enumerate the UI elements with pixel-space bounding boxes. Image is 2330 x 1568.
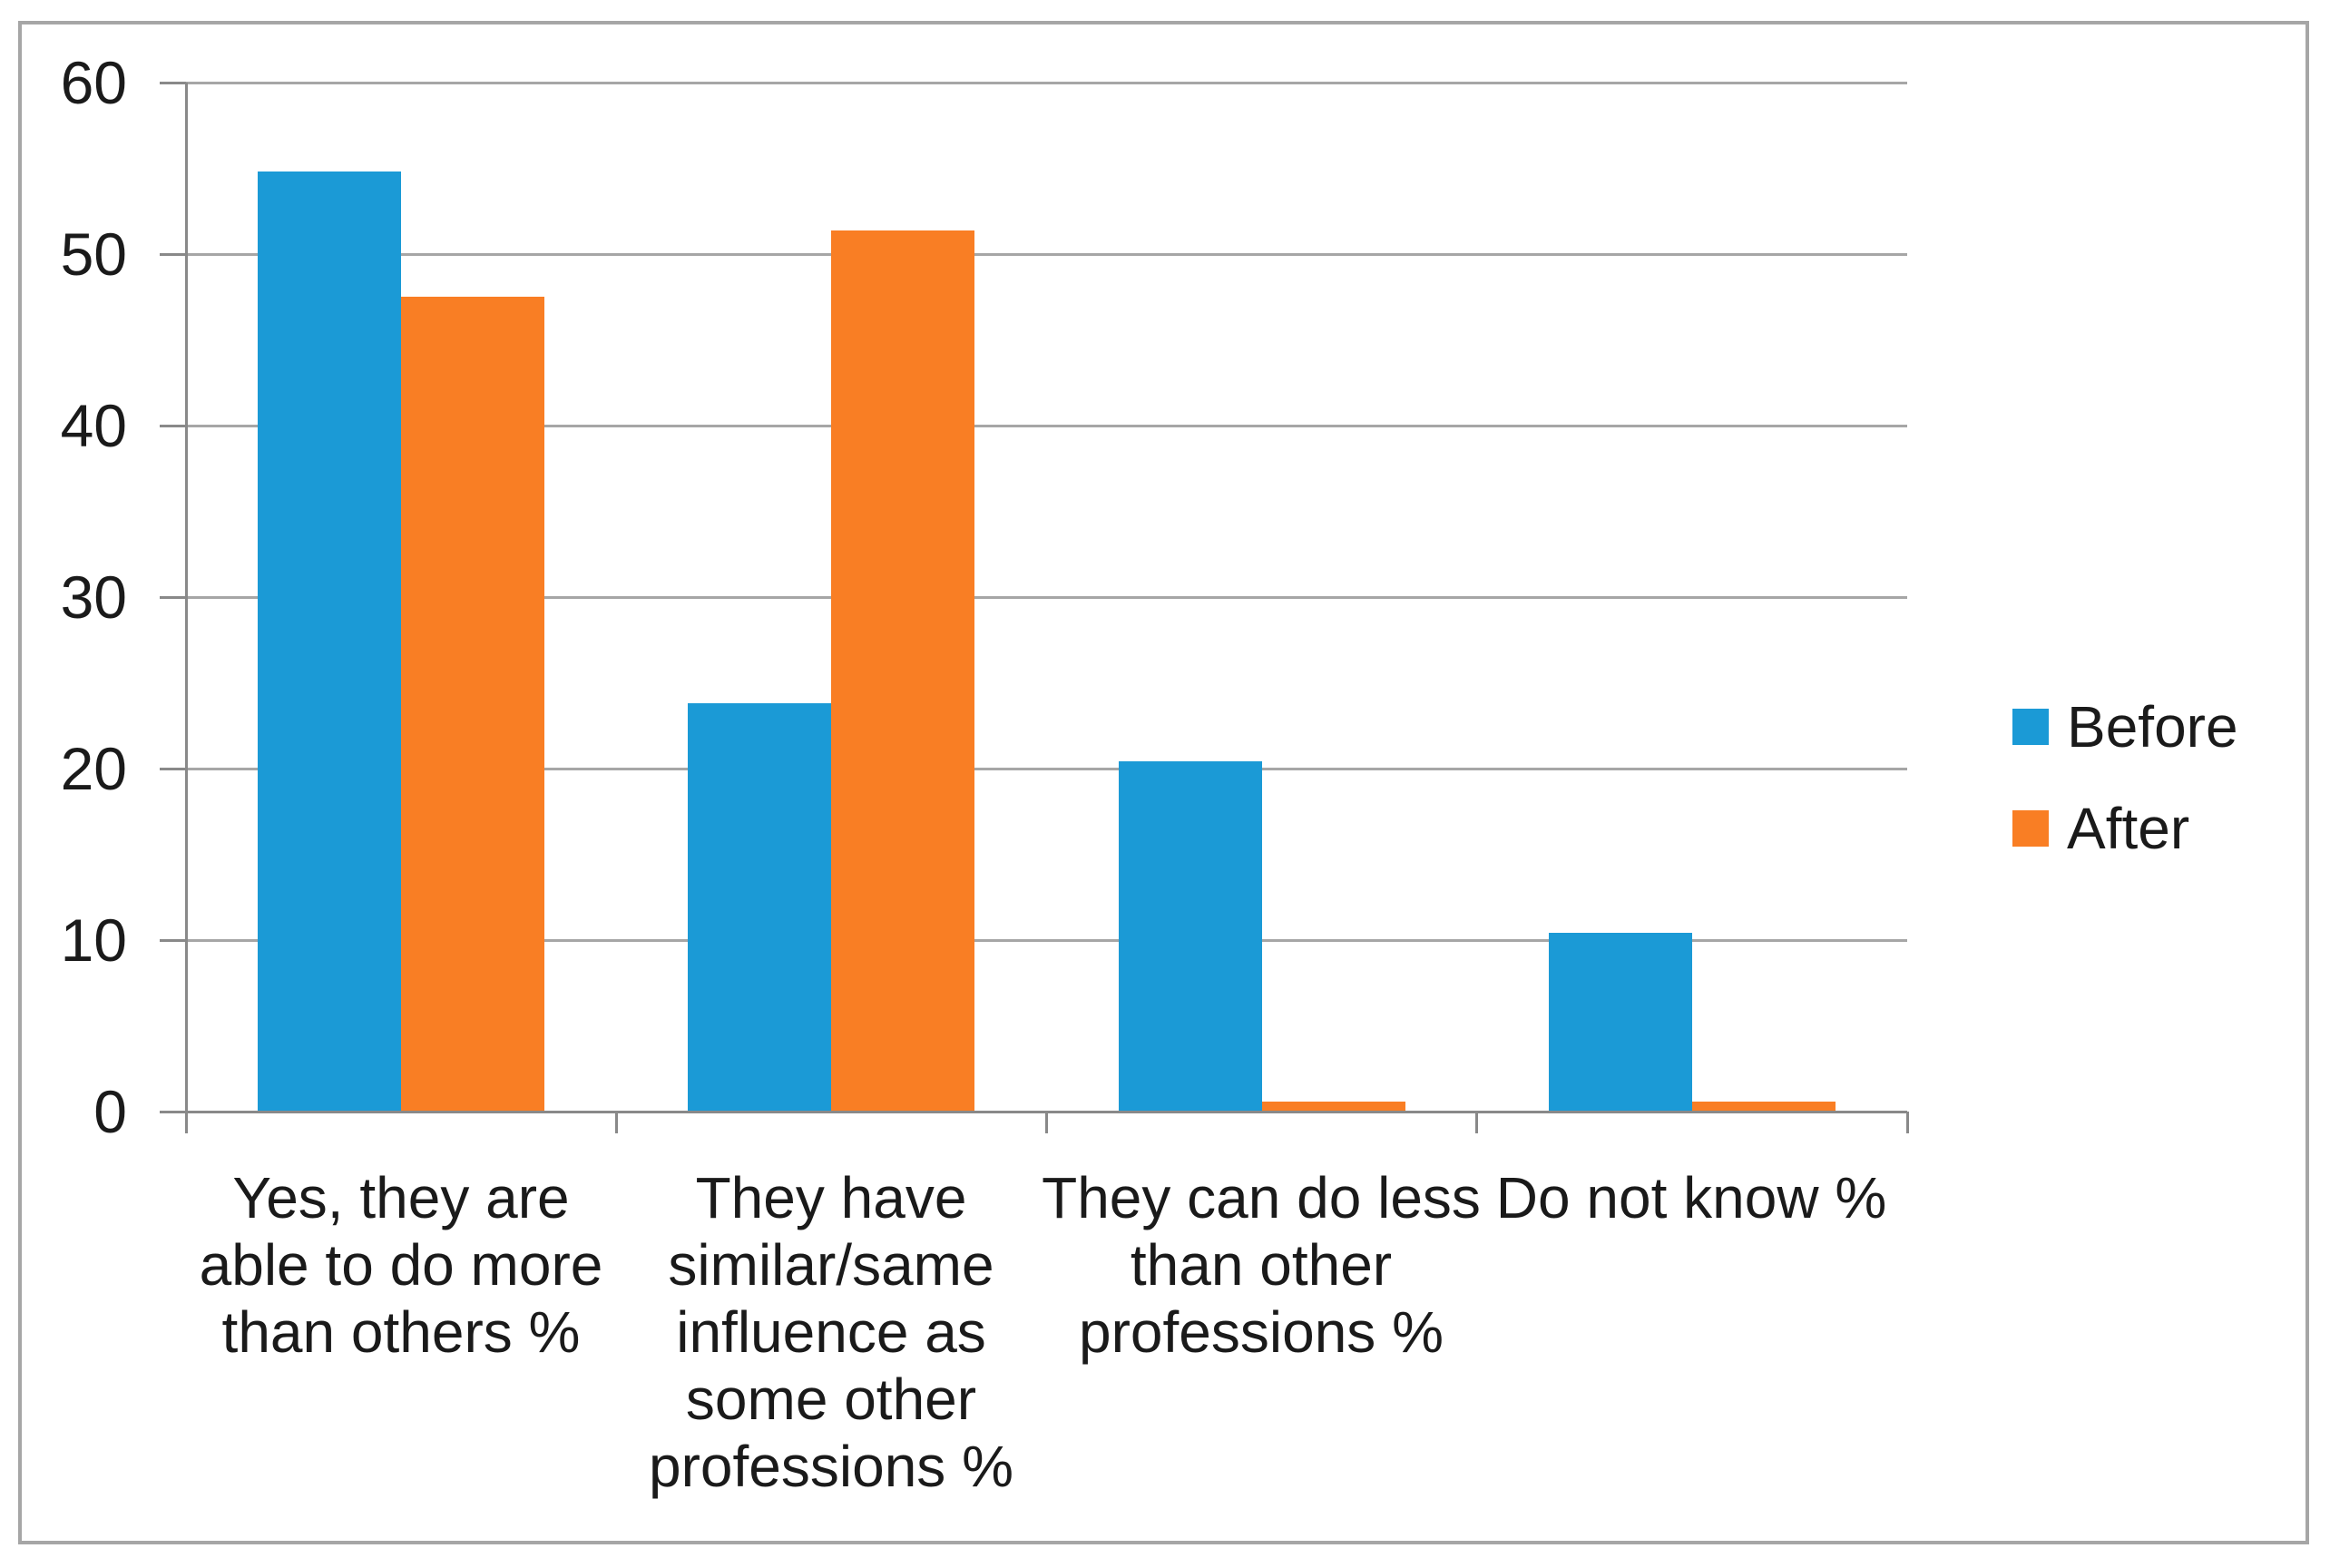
gridline-60 — [186, 81, 1907, 84]
y-axis-tick-label-10: 10 — [60, 906, 127, 974]
legend-item-after: After — [2012, 798, 2238, 859]
gridline-10 — [186, 938, 1907, 942]
legend-item-before: Before — [2012, 696, 2238, 758]
legend-label-after: After — [2067, 796, 2190, 861]
bar-after-cat3 — [1261, 1101, 1405, 1112]
y-axis-tick-10 — [160, 938, 186, 942]
bar-before-cat4 — [1548, 933, 1692, 1112]
bar-after-cat4 — [1691, 1101, 1836, 1112]
x-axis-line — [186, 1110, 1907, 1113]
x-category-label-3: They can do less than other professions … — [1042, 1165, 1481, 1365]
y-axis-tick-label-40: 40 — [60, 392, 127, 459]
x-axis-tick-3 — [1475, 1112, 1479, 1133]
bar-after-cat1 — [401, 297, 545, 1112]
bar-before-cat3 — [1118, 761, 1262, 1112]
y-axis-tick-0 — [160, 1110, 186, 1113]
legend-label-before: Before — [2067, 694, 2238, 760]
y-axis-tick-60 — [160, 81, 186, 84]
gridline-20 — [186, 767, 1907, 770]
y-axis-tick-30 — [160, 595, 186, 599]
legend-swatch-before-icon — [2012, 709, 2049, 745]
x-category-label-4: Do not know % — [1495, 1165, 1887, 1230]
x-axis-tick-4 — [1905, 1112, 1909, 1133]
x-category-label-2: They have similar/same influence as some… — [649, 1165, 1013, 1499]
bar-before-cat2 — [688, 703, 832, 1112]
y-axis-tick-20 — [160, 767, 186, 770]
y-axis-tick-40 — [160, 424, 186, 427]
y-axis-tick-label-30: 30 — [60, 564, 127, 631]
bar-before-cat1 — [258, 172, 402, 1112]
bar-after-cat2 — [831, 230, 975, 1112]
y-axis-tick-label-20: 20 — [60, 735, 127, 802]
gridline-30 — [186, 595, 1907, 599]
gridline-50 — [186, 252, 1907, 256]
y-axis-tick-50 — [160, 252, 186, 256]
x-category-label-1: Yes, they are able to do more than other… — [199, 1165, 603, 1365]
y-axis-tick-label-50: 50 — [60, 220, 127, 288]
y-axis-tick-label-0: 0 — [93, 1078, 127, 1145]
x-axis-tick-1 — [614, 1112, 618, 1133]
x-axis-tick-0 — [184, 1112, 188, 1133]
legend: Before After — [2012, 696, 2238, 899]
y-axis-tick-label-60: 60 — [60, 49, 127, 116]
gridline-40 — [186, 424, 1907, 427]
x-axis-tick-2 — [1045, 1112, 1048, 1133]
legend-swatch-after-icon — [2012, 810, 2049, 847]
y-axis-line — [184, 83, 188, 1133]
